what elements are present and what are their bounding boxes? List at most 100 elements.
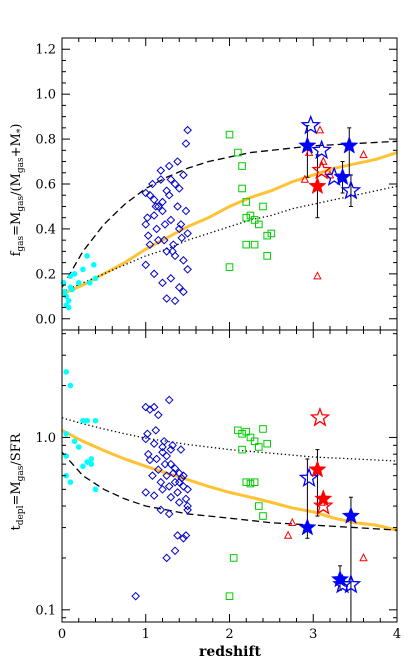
bottom-open-square-point [263, 439, 271, 448]
bottom-open-diamond-point [149, 491, 159, 500]
bottom-open-diamond-point [177, 473, 187, 483]
bottom-open-square-point [246, 479, 255, 488]
bottom-open-square-point [229, 554, 238, 562]
bottom-open-diamond-point [164, 395, 174, 405]
bottom-open-diamond-point [183, 505, 192, 515]
bottom-filled-circle-point [80, 417, 86, 424]
top-open-diamond-point [168, 247, 177, 256]
bottom-open-diamond-point [141, 434, 151, 444]
top-open-diamond-point [173, 202, 182, 211]
top-open-square-point [250, 216, 259, 224]
top-open-star-point [340, 179, 362, 200]
bottom-open-diamond-point [143, 429, 152, 439]
top-open-diamond-point [181, 139, 191, 148]
bottom-filled-circle-point [84, 459, 90, 465]
bottom-open-star-point [298, 467, 320, 488]
top-open-diamond-point [166, 175, 176, 184]
bottom-open-diamond-point [179, 482, 188, 491]
top-open-square-point [263, 231, 271, 240]
top-filled-star-point [333, 167, 352, 186]
top-open-diamond-point [162, 186, 171, 196]
bottom-open-diamond-point [181, 494, 191, 504]
bottom-open-square-point [259, 425, 267, 433]
top-filled-circle-point [65, 298, 72, 304]
x-tick-label: 1 [142, 627, 150, 642]
x-axis-label: redshift [199, 644, 261, 660]
bottom-filled-circle-point [67, 479, 74, 486]
top-filled-star-point [308, 176, 327, 195]
bottom-filled-circle-point [67, 382, 74, 389]
bottom-filled-star-point [298, 517, 317, 536]
bottom-filled-circle-point [92, 486, 99, 493]
top-open-diamond-point [183, 265, 192, 274]
top-open-diamond-point [166, 215, 176, 225]
bottom-open-diamond-point [181, 531, 191, 540]
bottom-open-diamond-point [160, 459, 170, 469]
bottom-open-diamond-point [154, 410, 163, 420]
bottom-open-diamond-point [158, 447, 167, 457]
top-curve-dotted [61, 185, 398, 293]
bottom-open-diamond-point [145, 455, 155, 465]
top-filled-circle-point [67, 273, 74, 279]
bottom-open-diamond-point [170, 464, 180, 473]
bottom-filled-star-point [308, 459, 327, 478]
top-open-triangle-point [300, 174, 310, 183]
top-y-tick-label: 1.0 [35, 88, 56, 103]
top-open-square-point [242, 198, 251, 206]
top-open-diamond-point [170, 296, 180, 306]
bottom-filled-circle-point [88, 456, 95, 462]
top-open-diamond-point [160, 220, 170, 229]
top-open-triangle-point [315, 125, 325, 134]
bottom-open-square-point [225, 592, 234, 600]
top-open-diamond-point [181, 206, 191, 216]
bottom-filled-circle-point [75, 444, 82, 450]
top-open-diamond-point [156, 175, 166, 184]
bottom-curve-solid [61, 428, 398, 532]
top-open-diamond-point [143, 213, 152, 222]
top-open-diamond-point [148, 179, 157, 189]
bottom-open-diamond-point [131, 591, 141, 601]
top-open-diamond-point [141, 260, 151, 270]
bottom-filled-circle-point [71, 438, 78, 445]
top-open-diamond-point [145, 240, 155, 249]
x-tick-label: 0 [58, 627, 66, 642]
top-filled-circle-point [92, 275, 99, 282]
bottom-open-diamond-point [141, 402, 151, 412]
bottom-open-diamond-point [141, 488, 151, 497]
bottom-open-triangle-point [283, 530, 293, 539]
top-open-square-point [255, 220, 263, 229]
top-open-diamond-point [174, 283, 184, 292]
top-open-diamond-point [149, 195, 159, 205]
bottom-open-diamond-point [149, 439, 159, 448]
top-open-diamond-point [179, 287, 188, 297]
bottom-open-triangle-point [359, 553, 368, 562]
top-filled-star-point [340, 136, 359, 154]
top-filled-circle-point [84, 253, 90, 259]
top-filled-circle-point [61, 289, 68, 295]
top-filled-circle-point [63, 293, 69, 300]
top-open-diamond-point [183, 229, 192, 238]
top-open-star-point [311, 139, 332, 160]
bottom-open-diamond-point [169, 468, 178, 478]
bottom-open-diamond-point [183, 485, 192, 494]
top-curve-dashed [61, 140, 398, 288]
top-y-tick-label: 1.2 [35, 43, 56, 58]
bottom-open-diamond-point [162, 471, 171, 480]
top-filled-circle-point [65, 304, 72, 311]
top-filled-circle-point [86, 280, 93, 286]
bottom-open-square-point [238, 445, 246, 454]
top-open-diamond-point [156, 166, 166, 175]
bottom-open-square-point [255, 502, 263, 510]
x-tick-label: 2 [225, 627, 233, 642]
bottom-open-diamond-point [179, 471, 188, 480]
bottom-open-diamond-point [164, 509, 174, 519]
bottom-y-axis-label: tdepl=Mgas/SFR [9, 432, 26, 530]
top-open-square-point [250, 240, 259, 249]
bottom-open-diamond-point [179, 533, 188, 543]
bottom-open-diamond-point [148, 471, 157, 480]
top-open-diamond-point [174, 184, 184, 193]
top-open-star-point [311, 159, 332, 180]
bottom-open-square-point [238, 429, 246, 438]
top-open-diamond-point [152, 224, 161, 234]
top-open-diamond-point [154, 235, 163, 245]
